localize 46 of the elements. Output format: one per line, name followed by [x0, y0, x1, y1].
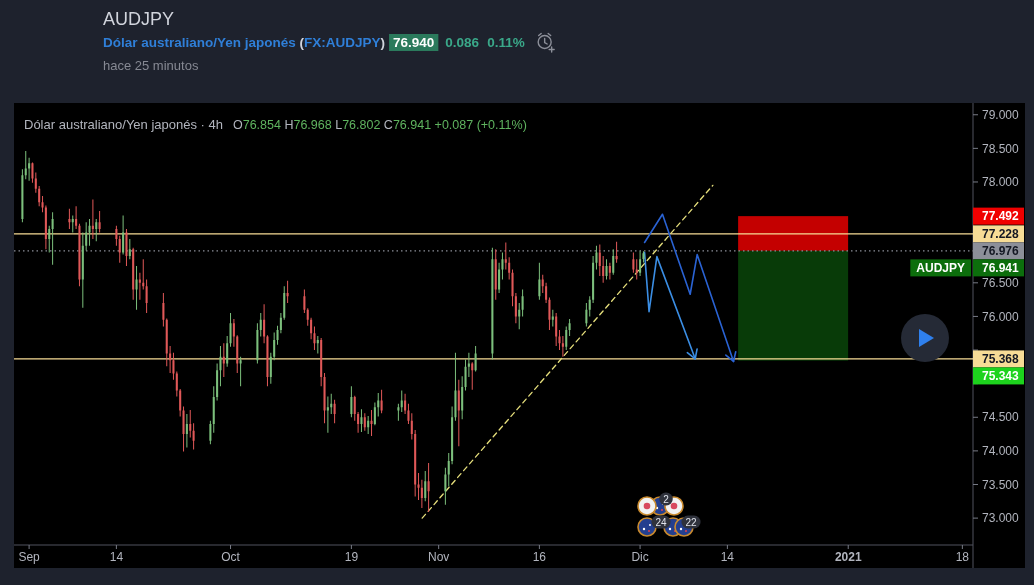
- candlestick: [91, 199, 94, 240]
- x-tick-label: 19: [344, 550, 359, 564]
- x-tick-label: Oct: [221, 550, 241, 564]
- y-tick-label: 73.000: [982, 511, 1020, 526]
- x-tick-label: 14: [109, 550, 124, 564]
- annotation: 2: [663, 493, 670, 505]
- x-tick-label: 16: [532, 550, 547, 564]
- chart-subtitle: Dólar australiano/Yen japonés (FX:AUDJPY): [103, 35, 386, 50]
- annotation: 24: [655, 516, 667, 528]
- text: hace 25 minutos: [103, 58, 199, 73]
- text: 76.940: [393, 35, 435, 50]
- annotation: Dólar australiano/Yen japonés · 4h: [24, 117, 223, 132]
- x-tick-label: 14: [720, 550, 735, 564]
- candlestick: [326, 396, 329, 433]
- candlestick: [135, 266, 138, 310]
- annotation: AUDJPY: [916, 261, 966, 276]
- y-tick-label: 76.500: [982, 276, 1020, 291]
- candlestick: [142, 259, 145, 290]
- ref-line-label: 75.368: [982, 352, 1020, 367]
- y-tick-label: 73.500: [982, 477, 1020, 492]
- x-tick-label: Nov: [428, 550, 450, 564]
- candlestick: [138, 272, 141, 300]
- y-tick-label: 76.000: [982, 309, 1020, 324]
- y-tick-label: 74.500: [982, 410, 1020, 425]
- candlestick: [605, 259, 608, 280]
- text: 75.343: [982, 369, 1020, 384]
- candlestick: [504, 242, 507, 270]
- y-tick-label: 79.000: [982, 107, 1020, 122]
- y-tick-label: 74.000: [982, 444, 1020, 459]
- candlestick: [125, 229, 128, 267]
- text: 0.11%: [487, 35, 525, 50]
- ref-line-label: 77.228: [982, 227, 1020, 242]
- y-tick-label: 78.500: [982, 141, 1020, 156]
- candlestick: [370, 409, 373, 437]
- annotation: 22: [685, 516, 697, 528]
- text: 77.492: [982, 209, 1020, 224]
- x-tick-label: Sep: [18, 550, 41, 564]
- text: 0.086: [445, 35, 480, 50]
- x-tick-label: 18: [955, 550, 970, 564]
- annotation: O76.854 H76.968 L76.802 C76.941 +0.087 (+0.11%): [232, 118, 527, 132]
- text: 76.941: [982, 261, 1020, 276]
- x-tick-label: 2021: [834, 550, 862, 564]
- x-tick-label: Dic: [631, 550, 649, 564]
- ref-line-label: 76.976: [982, 244, 1020, 259]
- chart-title: AUDJPY: [103, 9, 175, 29]
- y-tick-label: 78.000: [982, 175, 1020, 190]
